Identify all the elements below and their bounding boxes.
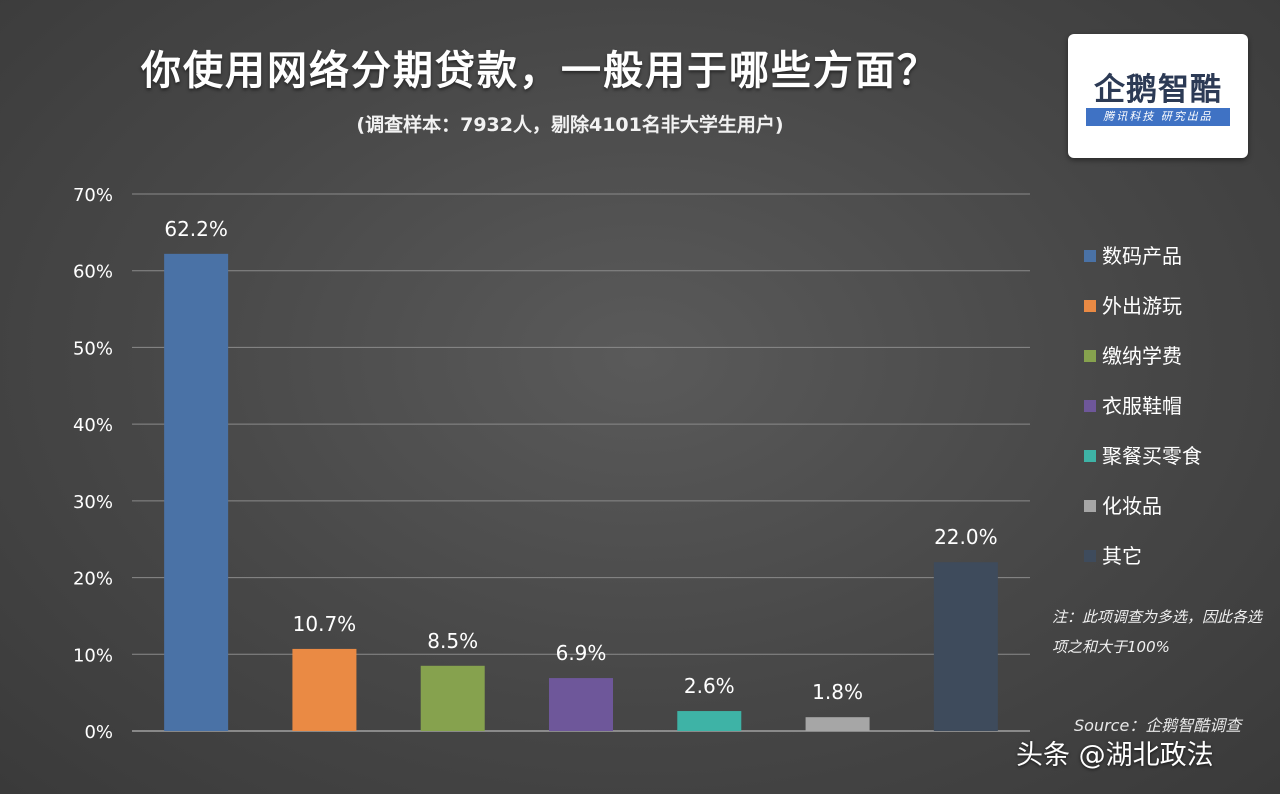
watermark: 头条 @湖北政法 (1016, 740, 1214, 771)
legend-swatch (1084, 450, 1096, 462)
legend-label: 缴纳学费 (1102, 344, 1182, 368)
y-tick-label: 40% (73, 415, 113, 436)
y-tick-label: 50% (73, 338, 113, 359)
y-tick-label: 10% (73, 645, 113, 666)
y-tick-label: 0% (84, 722, 113, 743)
y-tick-label: 30% (73, 492, 113, 513)
bar (420, 665, 485, 731)
legend-label: 聚餐买零食 (1102, 444, 1202, 468)
bars (164, 253, 998, 731)
legend-swatch (1084, 500, 1096, 512)
data-label: 62.2% (164, 217, 228, 241)
legend-label: 外出游玩 (1102, 294, 1182, 318)
logo-name: 企鹅智酷 (1094, 72, 1222, 108)
chart-grid (132, 193, 1030, 732)
data-label: 1.8% (812, 680, 863, 704)
bar (933, 562, 998, 731)
legend-swatch (1084, 300, 1096, 312)
y-axis-ticks: 0% 10% 20% 30% 40% 50% 60% 70% (73, 185, 113, 743)
data-label: 10.7% (293, 612, 357, 636)
bar (549, 678, 613, 731)
brand-logo: 企鹅智酷 腾讯科技 研究出品 (1068, 34, 1248, 158)
chart-source: Source：企鹅智酷调查 (1074, 716, 1242, 735)
data-label: 6.9% (556, 641, 607, 665)
bar (164, 253, 229, 731)
data-label: 8.5% (427, 629, 478, 653)
legend-swatch (1084, 350, 1096, 362)
bar (677, 711, 742, 731)
y-tick-label: 70% (73, 185, 113, 206)
chart-note: 注：此项调查为多选，因此各选项之和大于100% (1052, 608, 1263, 656)
legend-swatch (1084, 550, 1096, 562)
legend-swatch (1084, 400, 1096, 412)
y-tick-label: 20% (73, 569, 113, 590)
chart-subtitle: (调查样本：7932人，剔除4101名非大学生用户) (356, 114, 784, 136)
legend-swatch (1084, 250, 1096, 262)
bar (805, 717, 870, 731)
y-tick-label: 60% (73, 262, 113, 283)
bar (292, 648, 357, 731)
legend-label: 化妆品 (1102, 494, 1162, 518)
chart-title: 你使用网络分期贷款，一般用于哪些方面？ (141, 48, 939, 94)
data-label: 22.0% (934, 525, 998, 549)
data-label: 2.6% (684, 674, 735, 698)
legend-label: 数码产品 (1102, 244, 1182, 268)
legend-label: 衣服鞋帽 (1102, 394, 1182, 418)
logo-tagline: 腾讯科技 研究出品 (1086, 108, 1230, 126)
data-labels: 62.2% 10.7% 8.5% 6.9% 2.6% 1.8% 22.0% (164, 217, 997, 704)
legend-label: 其它 (1102, 544, 1142, 568)
